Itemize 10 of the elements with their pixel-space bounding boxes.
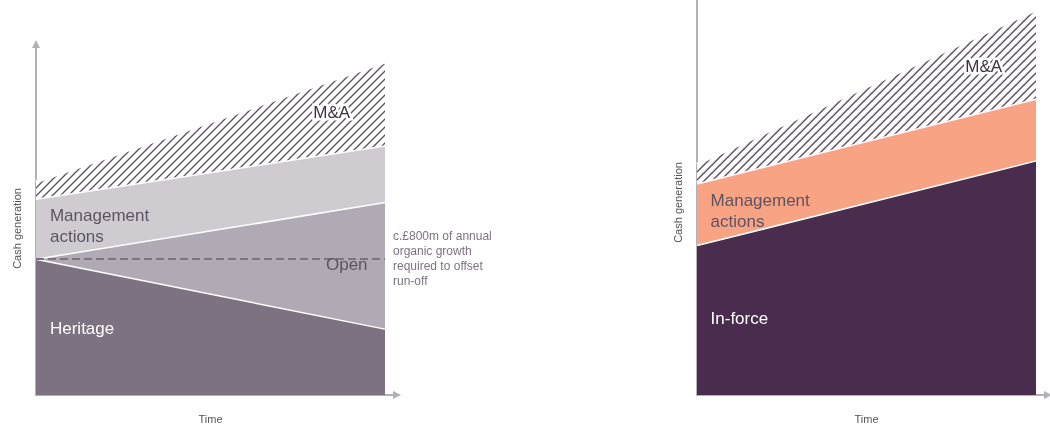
- series-label: In-force: [710, 308, 769, 328]
- x-axis-title: Time: [854, 412, 879, 425]
- series-label: Management actions: [49, 206, 154, 247]
- series-label: Heritage: [49, 318, 115, 338]
- y-axis-title: Cash generation: [671, 162, 684, 243]
- series-label: Open: [325, 255, 368, 275]
- y-axis-title: Cash generation: [10, 188, 23, 269]
- series-label: Management actions: [710, 190, 815, 231]
- ref-line-label: c.£800m of annual organic growth required to offset run-off: [393, 228, 496, 288]
- x-axis-title: Time: [198, 412, 223, 425]
